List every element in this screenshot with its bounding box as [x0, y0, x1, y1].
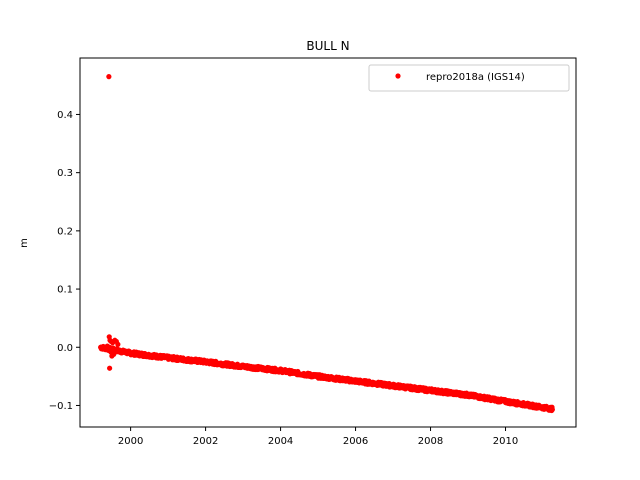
x-axis: 2000 2002 2004 2006 2008 2010	[118, 427, 518, 447]
x-tick-label: 2002	[193, 436, 218, 447]
legend-label: repro2018a (IGS14)	[426, 72, 525, 83]
data-point	[113, 347, 119, 353]
data-point	[106, 74, 112, 80]
legend-box	[368, 64, 570, 92]
x-tick-label: 2000	[118, 436, 143, 447]
x-tick-label: 2010	[493, 436, 518, 447]
data-point	[111, 351, 117, 357]
x-tick-label: 2004	[268, 436, 293, 447]
y-axis-label: m	[19, 238, 30, 248]
data-point	[107, 365, 113, 371]
x-tick-label: 2008	[418, 436, 443, 447]
legend-marker	[395, 73, 401, 79]
y-tick-label: 0.0	[57, 343, 73, 354]
x-tick-label: 2006	[343, 436, 368, 447]
y-tick-label: 0.1	[57, 285, 73, 296]
y-tick-label: 0.4	[57, 110, 73, 121]
legend: repro2018a (IGS14)	[368, 64, 570, 92]
chart-title: BULL N	[306, 39, 349, 53]
y-tick-label: −0.1	[49, 401, 73, 412]
y-axis: −0.1 0.0 0.1 0.2 0.3 0.4	[49, 110, 80, 412]
data-points	[98, 74, 555, 414]
y-tick-label: 0.3	[57, 168, 73, 179]
plot-frame	[79, 57, 577, 428]
data-point	[115, 341, 121, 347]
data-point	[104, 343, 110, 349]
y-tick-label: 0.2	[57, 226, 73, 237]
data-point	[549, 406, 555, 413]
